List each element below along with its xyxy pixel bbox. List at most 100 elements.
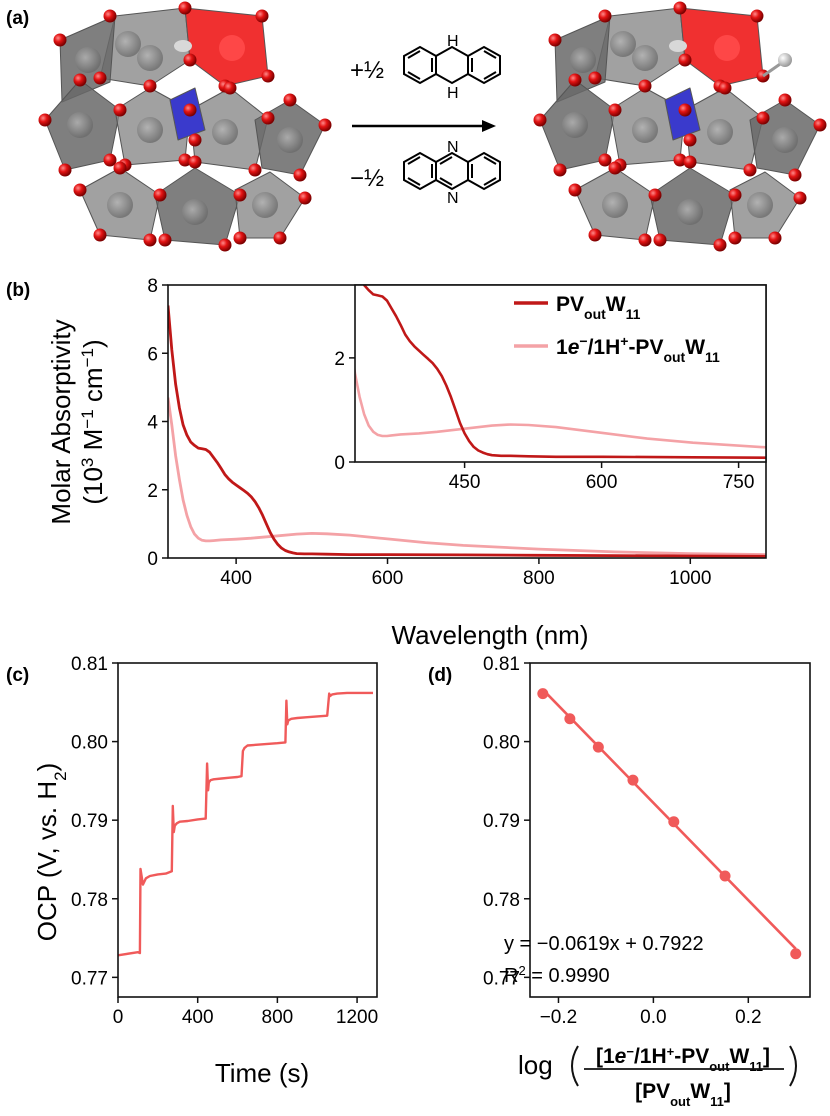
- fit-equation: y = −0.0619x + 0.7922: [504, 933, 704, 955]
- oxygen-atom: [728, 231, 742, 245]
- tungsten-atom: [610, 31, 636, 57]
- inset-xtick-label: 750: [723, 472, 755, 493]
- vanadium-atom: [714, 35, 740, 61]
- svg-text:log: log: [518, 1050, 553, 1080]
- phenazine-molecule: [403, 151, 501, 191]
- chart-d-ytick-label: 0.77: [483, 968, 520, 989]
- tungsten-atom: [137, 45, 163, 71]
- oxygen-atom: [678, 53, 692, 67]
- nh-bottom-label: H: [447, 85, 459, 102]
- oxygen-atom: [283, 93, 297, 107]
- tungsten-atom: [562, 112, 588, 138]
- legend-label-pvoutw11: PVoutW11: [556, 293, 641, 322]
- chart-d-frame: [529, 662, 811, 998]
- oxygen-atom: [568, 183, 582, 197]
- oxygen-atom: [261, 111, 275, 125]
- n-bottom-label: N: [447, 190, 459, 207]
- oxygen-atom: [53, 33, 67, 47]
- vanadium-atom: [219, 35, 245, 61]
- tungsten-atom: [182, 199, 208, 225]
- oxygen-atom: [298, 191, 312, 205]
- oxygen-atom: [718, 81, 732, 95]
- data-point: [719, 870, 731, 882]
- panel-label-c: (c): [6, 665, 29, 686]
- panel-label-b: (b): [6, 280, 30, 301]
- inset-ytick-label: 0: [334, 453, 345, 474]
- tungsten-atom: [137, 117, 163, 143]
- chart-b-xtick-label: 800: [523, 568, 555, 589]
- chart-c-ytick-label: 0.77: [71, 968, 108, 989]
- oxygen-atom: [255, 9, 269, 23]
- chart-c-x-label: Time (s): [215, 1058, 309, 1088]
- oxygen-atom: [93, 228, 107, 242]
- oxygen-atom: [73, 73, 87, 87]
- chart-b-ytick-label: 8: [147, 276, 158, 297]
- chart-c-frame: [117, 662, 378, 998]
- chart-d-xtick-label: 0.2: [735, 1007, 761, 1028]
- oxygen-atom: [188, 155, 202, 169]
- polyoxometalate-structure-left: [38, 1, 332, 252]
- oxygen-atom: [756, 111, 770, 125]
- chart-b-ytick-label: 4: [147, 413, 158, 434]
- oxygen-atom: [158, 233, 172, 247]
- chart-b-ytick-label: 2: [147, 481, 158, 502]
- oxygen-atom: [713, 238, 727, 252]
- tungsten-atom: [67, 112, 93, 138]
- chart-b-plot-area: [168, 305, 766, 558]
- fit-r-squared: R2 = 0.9990: [504, 963, 610, 988]
- oxygen-atom: [318, 118, 332, 132]
- tungsten-atom: [707, 119, 733, 145]
- oxygen-atom: [728, 188, 742, 202]
- oxygen-atom: [778, 93, 792, 107]
- oxygen-atom: [223, 81, 237, 95]
- inset-ytick-label: 2: [334, 349, 345, 370]
- n-top-label: N: [447, 139, 459, 156]
- chart-d-ytick-label: 0.81: [483, 654, 520, 675]
- chart-c-ytick-label: 0.79: [71, 811, 108, 832]
- oxygen-atom: [143, 79, 157, 93]
- tungsten-atom: [772, 127, 798, 153]
- chart-b-y-label-line2: (103 M−1 cm−1): [78, 339, 109, 504]
- data-point: [564, 713, 576, 725]
- oxygen-atom: [813, 118, 827, 132]
- oxygen-atom: [233, 188, 247, 202]
- chart-c-xtick-label: 1200: [336, 1007, 378, 1028]
- data-point: [537, 688, 549, 700]
- oxygen-atom: [793, 191, 807, 205]
- plus-half-label: +½: [350, 57, 384, 84]
- tungsten-atom: [632, 117, 658, 143]
- chart-b-ytick-label: 0: [147, 549, 158, 570]
- oxygen-atom: [588, 228, 602, 242]
- tungsten-atom: [277, 127, 303, 153]
- oxygen-atom: [598, 9, 612, 23]
- tungsten-atom: [570, 47, 596, 73]
- nh-top-label: H: [447, 33, 459, 50]
- spectrum-line-pvoutw11: [168, 305, 766, 558]
- oxygen-atom: [678, 103, 692, 117]
- oxygen-atom: [788, 168, 802, 182]
- chart-b-x-label: Wavelength (nm): [392, 620, 589, 650]
- svg-text:[PVoutW11]: [PVoutW11]: [635, 1080, 731, 1109]
- chart-b-legend: PVoutW11 1e−/1H+-PVoutW11: [514, 293, 720, 365]
- minus-half-label: −½: [350, 165, 384, 192]
- chart-b-y-label-line1: Molar Absorptivity: [46, 319, 76, 524]
- tungsten-atom: [115, 31, 141, 57]
- oxygen-atom: [553, 163, 567, 177]
- chart-b-xtick-label: 600: [372, 568, 404, 589]
- tungsten-atom: [252, 192, 278, 218]
- oxygen-atom: [638, 233, 652, 247]
- panel-label-a: (a): [6, 8, 29, 29]
- tungsten-atom: [212, 119, 238, 145]
- oxygen-atom: [183, 53, 197, 67]
- oxygen-atom: [683, 133, 697, 147]
- spectrum-line-reduced: [168, 397, 766, 556]
- nernst-fit-chart: −0.2 0.0 0.2 0.77 0.78 0.79 0.80 0.81: [483, 654, 811, 1028]
- oxygen-atom: [218, 238, 232, 252]
- ocp-time-chart: 0 400 800 1200 0.77 0.78 0.79 0.80 0.81: [71, 654, 378, 1028]
- inset-frame: [354, 284, 767, 463]
- chart-c-xtick-label: 0: [113, 1007, 124, 1028]
- reaction-arrow: [352, 120, 496, 132]
- chart-d-ytick-label: 0.80: [483, 733, 520, 754]
- oxygen-atom: [153, 188, 167, 202]
- tungsten-atom: [75, 47, 101, 73]
